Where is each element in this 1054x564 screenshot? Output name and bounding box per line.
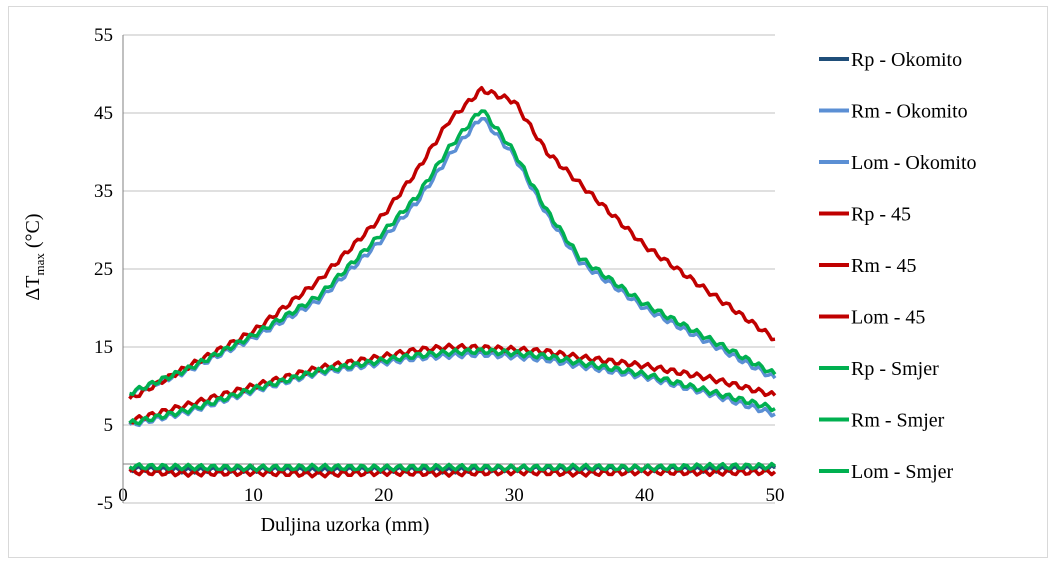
legend-label: Lom - Smjer [851, 461, 954, 483]
y-tick-label: 15 [94, 337, 113, 358]
series-line [129, 109, 777, 397]
legend-label: Rm - Smjer [851, 410, 945, 432]
y-tick-label: 25 [94, 259, 113, 280]
x-axis-title: Duljina uzorka (mm) [261, 514, 430, 536]
y-tick-label: 35 [94, 181, 113, 202]
y-tick-label: -5 [97, 493, 113, 514]
chart-frame: 0 10 20 30 40 50 -5 5 15 25 35 45 55 Duljina uzorka… [8, 6, 1048, 558]
series-line [128, 342, 777, 425]
y-axis-title-subscript: max [32, 253, 47, 276]
y-axis-title: ΔTmax (°C) [22, 213, 47, 300]
legend-label: Rm - 45 [851, 255, 917, 277]
x-tick-label: 20 [374, 485, 393, 506]
series-line [128, 461, 777, 473]
series-line [128, 350, 776, 428]
legend-label: Rp - 45 [851, 204, 911, 226]
legend-label: Lom - Okomito [851, 152, 977, 174]
legend-label: Rp - Okomito [851, 49, 962, 71]
legend: Rp - Okomito Rm - Okomito Lom - Okomito Rp … [819, 49, 977, 483]
legend-label: Lom - 45 [851, 307, 925, 329]
y-tick-label: 45 [94, 103, 113, 124]
legend-label: Rp - Smjer [851, 358, 939, 380]
series-lines [128, 85, 777, 479]
y-axis-title-suffix: (°C) [22, 213, 44, 253]
y-tick-label: 5 [104, 415, 114, 436]
x-tick-label: 10 [244, 485, 263, 506]
y-axis-title-prefix: ΔT [22, 275, 44, 300]
x-tick-label: 30 [505, 485, 524, 506]
series-line [128, 347, 776, 426]
x-tick-label: 40 [635, 485, 654, 506]
y-tick-label: 55 [94, 25, 113, 46]
x-tick-label: 50 [766, 485, 785, 506]
legend-label: Rm - Okomito [851, 101, 968, 123]
y-axis: -5 5 15 25 35 45 55 [94, 25, 124, 514]
